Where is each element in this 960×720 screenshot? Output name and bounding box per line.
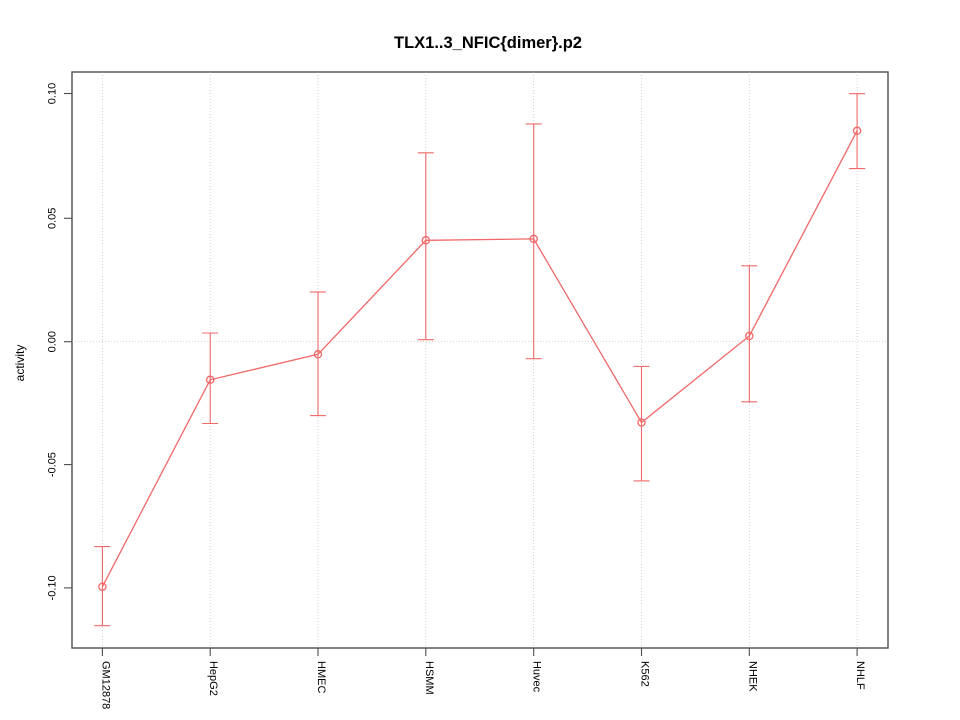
- svg-text:NHLF: NHLF: [854, 661, 866, 690]
- svg-text:0.00: 0.00: [47, 331, 59, 352]
- svg-text:TLX1..3_NFIC{dimer}.p2: TLX1..3_NFIC{dimer}.p2: [394, 34, 582, 52]
- svg-text:GM12878: GM12878: [99, 661, 111, 709]
- svg-text:activity: activity: [13, 345, 27, 382]
- svg-text:HepG2: HepG2: [207, 661, 219, 696]
- svg-text:K562: K562: [639, 661, 651, 687]
- svg-text:0.05: 0.05: [47, 208, 59, 229]
- svg-text:HMEC: HMEC: [315, 661, 327, 693]
- svg-text:Huvec: Huvec: [531, 661, 543, 693]
- svg-text:HSMM: HSMM: [423, 661, 435, 695]
- svg-text:-0.05: -0.05: [46, 452, 58, 477]
- svg-text:0.10: 0.10: [47, 83, 59, 104]
- svg-text:NHEK: NHEK: [746, 661, 758, 692]
- svg-text:-0.10: -0.10: [47, 575, 59, 600]
